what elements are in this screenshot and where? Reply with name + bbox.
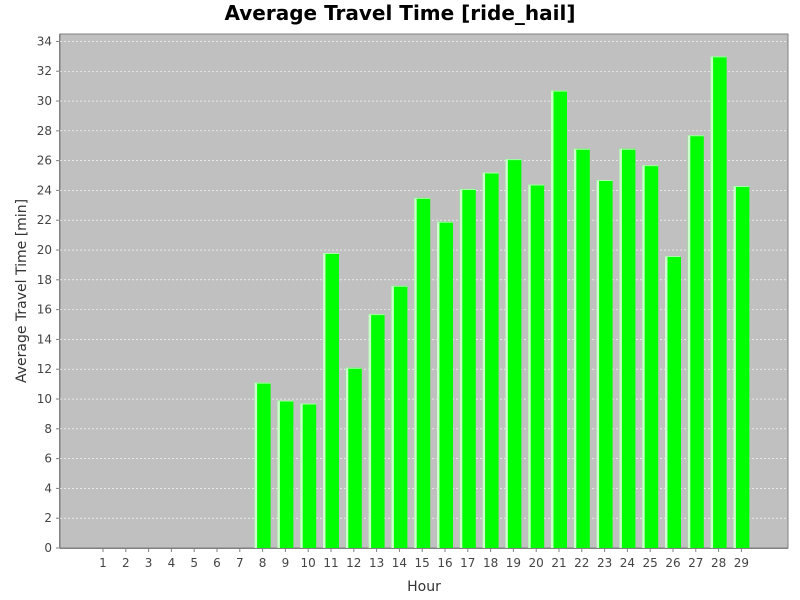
bar-highlight [300,403,303,548]
bar [551,90,567,548]
bar-highlight [528,184,531,549]
x-tick-label: 28 [711,556,726,570]
bar-highlight [368,314,372,548]
y-tick-label: 34 [37,34,52,48]
x-tick-label: 20 [529,556,544,570]
bar [482,172,499,548]
x-tick-label: 5 [190,556,198,570]
x-tick-label: 22 [574,556,589,570]
bar [459,188,476,548]
bar [368,314,385,548]
bar [710,56,727,548]
bar-highlight [573,148,577,548]
x-tick-label: 15 [415,556,430,570]
x-tick-label: 18 [483,556,498,570]
y-tick-label: 20 [37,243,52,257]
x-tick-label: 12 [346,556,361,570]
x-tick-label: 11 [323,556,338,570]
bar-highlight [665,255,668,548]
y-tick-label: 12 [37,362,52,376]
bar [733,185,750,548]
x-tick-label: 29 [734,556,749,570]
bar-highlight [323,253,326,548]
y-tick-label: 8 [44,422,52,436]
x-tick-label: 26 [665,556,680,570]
bar-highlight [687,135,691,548]
x-tick-label: 3 [145,556,153,570]
bar-highlight [345,367,349,548]
y-tick-label: 28 [37,124,52,138]
x-tick-label: 6 [213,556,221,570]
x-tick-label: 27 [688,556,703,570]
bar [345,367,362,548]
bar [665,255,681,548]
y-tick-label: 30 [37,94,52,108]
bar [437,221,453,548]
x-tick-label: 1 [99,556,107,570]
bar-highlight [391,285,394,548]
x-tick-label: 2 [122,556,130,570]
y-tick-label: 24 [37,183,52,197]
bar [642,165,659,548]
x-tick-label: 7 [236,556,244,570]
y-tick-label: 14 [37,332,52,346]
x-axis-ticks: 1 2 3 4 5 6 7 8 9 10 11 12 13 14 15 16 17 18 19 20 21 22 23 24 2… [99,548,749,570]
bar-highlight [733,185,736,548]
x-axis-label: Hour [407,579,441,595]
bar [391,285,408,548]
y-tick-label: 0 [44,541,52,555]
bar-highlight [459,188,463,548]
x-tick-label: 9 [282,556,290,570]
y-tick-label: 22 [37,213,52,227]
y-tick-label: 16 [37,303,52,317]
x-tick-label: 25 [643,556,658,570]
bar [687,135,704,548]
x-tick-label: 24 [620,556,635,570]
y-tick-label: 6 [44,452,52,466]
x-tick-label: 4 [168,556,176,570]
x-tick-label: 23 [597,556,612,570]
bar-highlight [619,148,622,548]
bar [596,180,613,548]
y-tick-label: 2 [44,511,52,525]
bar [254,382,271,548]
bar [323,253,339,548]
x-tick-label: 16 [437,556,452,570]
bar-highlight [551,90,554,548]
y-tick-label: 18 [37,273,52,287]
bar [414,197,431,548]
bar-highlight [437,221,440,548]
bar-highlight [414,197,417,548]
x-tick-label: 17 [460,556,475,570]
bar [505,159,522,548]
y-axis-label: Average Travel Time [min] [14,199,30,383]
bars [254,56,750,549]
x-tick-label: 21 [551,556,566,570]
y-tick-label: 32 [37,64,52,78]
x-tick-label: 14 [392,556,407,570]
x-tick-label: 8 [259,556,267,570]
axes [59,34,788,549]
bar-highlight [277,400,280,548]
bar [300,403,317,548]
bar [277,400,294,548]
bar-highlight [482,172,486,548]
y-tick-label: 10 [37,392,52,406]
x-tick-label: 10 [301,556,316,570]
bar-highlight [596,180,600,548]
x-tick-label: 19 [506,556,521,570]
y-tick-label: 26 [37,154,52,168]
bar-highlight [254,382,258,548]
bar-highlight [505,159,508,548]
chart-title: Average Travel Time [ride_hail] [224,1,576,25]
bar [573,148,590,548]
bar [528,184,545,549]
bar-highlight [642,165,645,548]
y-tick-label: 4 [44,481,52,495]
x-tick-label: 13 [369,556,384,570]
bar [619,148,636,548]
bar-highlight [710,56,714,548]
